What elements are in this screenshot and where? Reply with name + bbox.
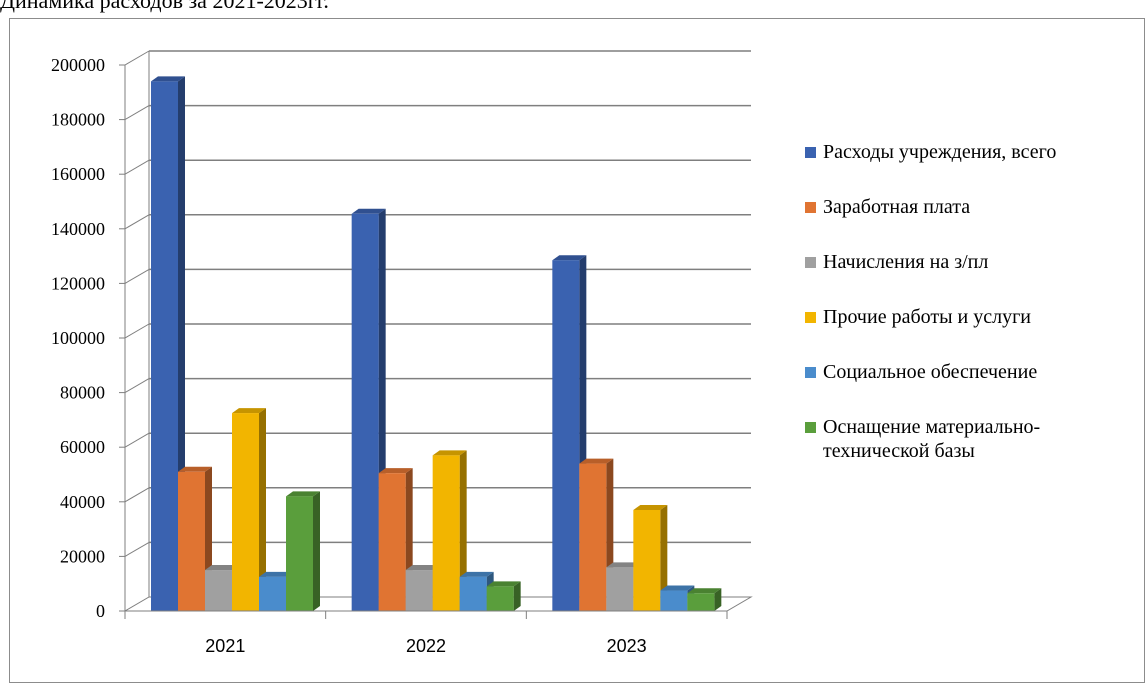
bar-top (579, 458, 614, 464)
bar (660, 590, 688, 611)
y-tick-label: 100000 (51, 328, 105, 348)
bar (151, 81, 178, 611)
bar-top (432, 450, 467, 456)
bar-top (687, 588, 722, 594)
gridline-diagonal (124, 487, 150, 503)
bar-side (714, 588, 722, 611)
gridline-diagonal (124, 323, 150, 339)
y-tick-label: 120000 (51, 273, 105, 293)
y-tick-label: 80000 (60, 383, 105, 403)
bar-top (205, 565, 239, 571)
y-tick-label: 140000 (51, 219, 105, 239)
bar-top (405, 565, 440, 571)
bar (459, 576, 487, 611)
legend-swatch (805, 312, 816, 323)
bar-top (286, 491, 320, 497)
y-tick-label: 160000 (51, 164, 105, 184)
gridline-diagonal (124, 432, 150, 448)
legend-label: Расходы учреждения, всего (823, 141, 1057, 163)
bar-top (378, 468, 413, 474)
legend-label: Заработная плата (823, 196, 971, 218)
chart-caption: Динамика расходов за 2021-2023гг. (0, 0, 329, 13)
bar (286, 496, 313, 611)
legend-item: Прочие работы и услуги (805, 305, 1140, 329)
bar-top (151, 76, 185, 82)
bar (232, 413, 259, 611)
bar-top (459, 571, 494, 577)
bar-side (660, 504, 668, 611)
bar-top (178, 466, 212, 472)
y-tick-label: 40000 (60, 492, 105, 512)
bar (606, 567, 634, 611)
y-tick-label: 200000 (51, 55, 105, 75)
legend-label: Прочие работы и услуги (823, 306, 1031, 328)
x-tick-label: 2022 (406, 636, 446, 656)
bar (687, 593, 715, 611)
bar (552, 260, 580, 611)
gridline-diagonal (124, 541, 150, 557)
y-tick-label: 0 (96, 601, 105, 621)
legend-label: Социальное обеспечение (823, 361, 1038, 383)
x-tick-label: 2023 (607, 636, 647, 656)
gridline-diagonal (124, 214, 150, 230)
gridline-diagonal (124, 268, 150, 284)
bar (378, 473, 406, 611)
bar-top (259, 571, 293, 577)
legend-label: Оснащение материально-технической базы (823, 416, 1041, 462)
bar-top (232, 408, 266, 414)
bar-side (313, 491, 320, 611)
legend-swatch (805, 367, 816, 378)
gridline-diagonal (124, 159, 150, 175)
bar (205, 570, 232, 611)
bar-side (259, 408, 266, 611)
legend-swatch (805, 422, 816, 433)
bar (259, 576, 286, 611)
bar (486, 586, 514, 611)
y-tick-label: 60000 (60, 437, 105, 457)
bar-top (660, 585, 695, 591)
bar-top (351, 208, 386, 214)
bar (432, 455, 460, 611)
legend-swatch (805, 147, 816, 158)
legend-swatch (805, 202, 816, 213)
bar-side (513, 581, 521, 611)
bar-top (606, 562, 641, 568)
y-tick-label: 20000 (60, 546, 105, 566)
bar-side (459, 450, 467, 611)
bar (351, 213, 379, 611)
gridline-diagonal (124, 378, 150, 394)
bar (579, 463, 607, 611)
legend-item: Расходы учреждения, всего (805, 140, 1140, 164)
y-tick-label: 180000 (51, 110, 105, 130)
legend-item: Начисления на з/пл (805, 250, 1140, 274)
bar-top (552, 255, 587, 261)
legend-item: Заработная плата (805, 195, 1140, 219)
chart-legend: Расходы учреждения, всего Заработная плат… (805, 140, 1140, 463)
legend-item: Оснащение материально-технической базы (805, 415, 1140, 463)
bar-top (486, 581, 521, 587)
bar-top (633, 504, 668, 510)
bar (178, 471, 205, 611)
gridline-diagonal (124, 105, 150, 121)
x-tick-label: 2021 (205, 636, 245, 656)
legend-item: Социальное обеспечение (805, 360, 1140, 384)
bar (633, 509, 661, 611)
gridline-diagonal (124, 50, 150, 66)
bar (405, 570, 433, 611)
legend-swatch (805, 257, 816, 268)
legend-label: Начисления на з/пл (823, 251, 989, 273)
